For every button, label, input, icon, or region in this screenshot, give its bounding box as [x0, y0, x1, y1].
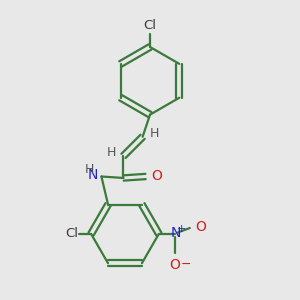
Text: N: N: [171, 226, 181, 240]
Text: O: O: [195, 220, 206, 234]
Text: Cl: Cl: [143, 19, 157, 32]
Text: −: −: [181, 258, 191, 271]
Text: H: H: [150, 127, 159, 140]
Text: H: H: [107, 146, 116, 159]
Text: Cl: Cl: [65, 227, 78, 240]
Text: +: +: [177, 224, 186, 234]
Text: N: N: [88, 168, 98, 182]
Text: O: O: [169, 258, 181, 272]
Text: O: O: [151, 169, 162, 183]
Text: H: H: [84, 163, 94, 176]
